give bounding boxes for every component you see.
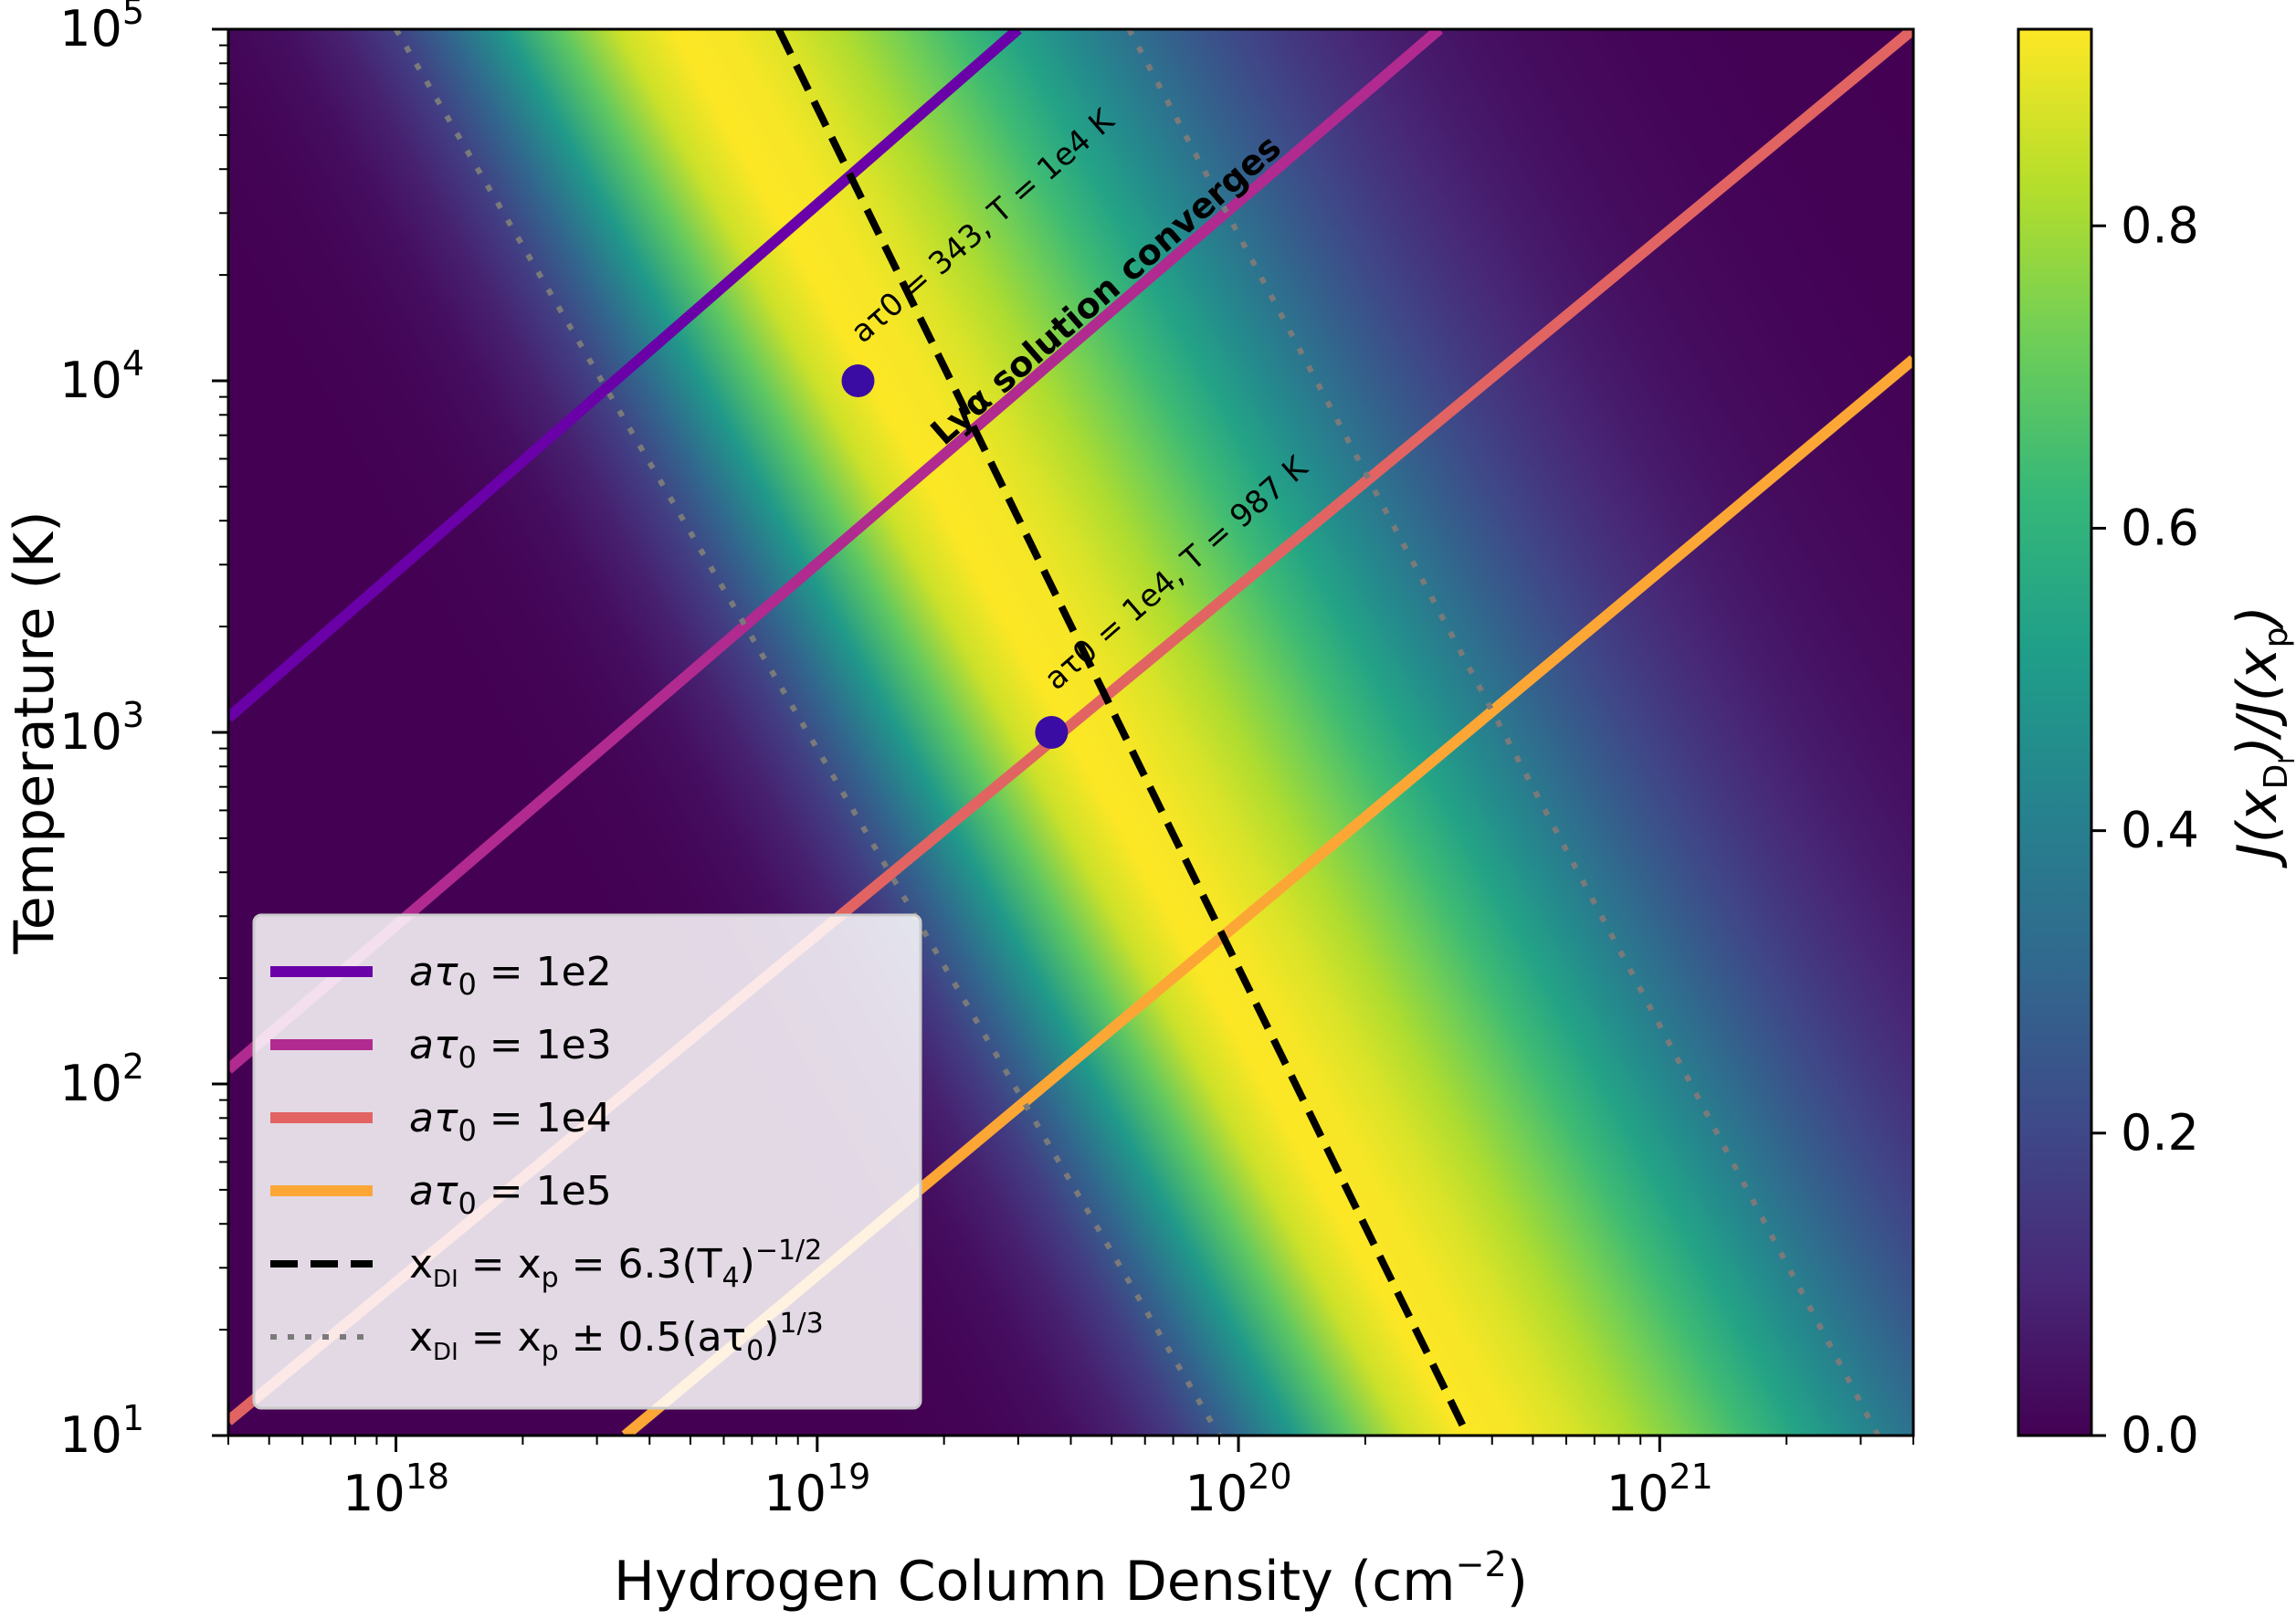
x-tick-label: 1018: [342, 1457, 449, 1522]
x-tick-label: 1020: [1185, 1457, 1292, 1522]
legend-label-a1e5: aτ0 = 1e5: [409, 1168, 612, 1221]
colorbar-tick-label: 0.8: [2121, 196, 2199, 254]
series-line-a1e3-1: [228, 29, 1444, 1074]
legend-label-a1e2: aτ0 = 1e2: [409, 949, 612, 1002]
legend-label-a1e4: aτ0 = 1e4: [409, 1095, 612, 1148]
colorbar-tick-label: 0.6: [2121, 499, 2199, 556]
x-tick-label: 1021: [1606, 1457, 1713, 1522]
marker-point-1: [841, 364, 875, 397]
legend-label-peak: xDI = xp = 6.3(T4)−1/2: [409, 1235, 822, 1294]
colorbar-tick-label: 0.2: [2121, 1104, 2199, 1162]
colorbar-tick-label: 0.0: [2121, 1406, 2199, 1464]
y-tick-label: 103: [59, 695, 144, 761]
y-tick-label: 104: [59, 343, 144, 409]
series-line-width-6: [1126, 29, 1881, 1436]
colorbar-gradient: [2017, 27, 2093, 1437]
colorbar-label: J(xDI)/J(xp): [2226, 605, 2296, 868]
legend-label-width: xDI = xp ± 0.5(aτ0)1/3: [409, 1308, 824, 1367]
marker-point-2: [1035, 716, 1069, 749]
y-tick-label: 102: [59, 1047, 144, 1112]
series-line-peak-4: [774, 29, 1471, 1436]
x-axis-title: Hydrogen Column Density (cm−2): [614, 1544, 1528, 1614]
colorbar-tick-label: 0.4: [2121, 802, 2199, 859]
y-tick-label: 101: [59, 1398, 144, 1464]
legend: aτ0 = 1e2 aτ0 = 1e3 aτ0 = 1e4 aτ0 = 1e5 xDI …: [252, 913, 922, 1410]
y-tick-label: 105: [59, 0, 144, 58]
series-line-a1e2-0: [228, 29, 1022, 722]
axes-layer: 1018 1019 1020 1021 101 102 103 104 105 Hydrogen …: [3, 0, 1915, 1614]
x-tick-label: 1019: [764, 1457, 870, 1522]
legend-box: [252, 913, 922, 1410]
legend-label-a1e3: aτ0 = 1e3: [409, 1022, 612, 1075]
colorbar: 0.0 0.2 0.4 0.6 0.8 J(xDI)/J(xp): [2017, 27, 2296, 1464]
y-axis-title: Temperature (K): [3, 510, 67, 954]
